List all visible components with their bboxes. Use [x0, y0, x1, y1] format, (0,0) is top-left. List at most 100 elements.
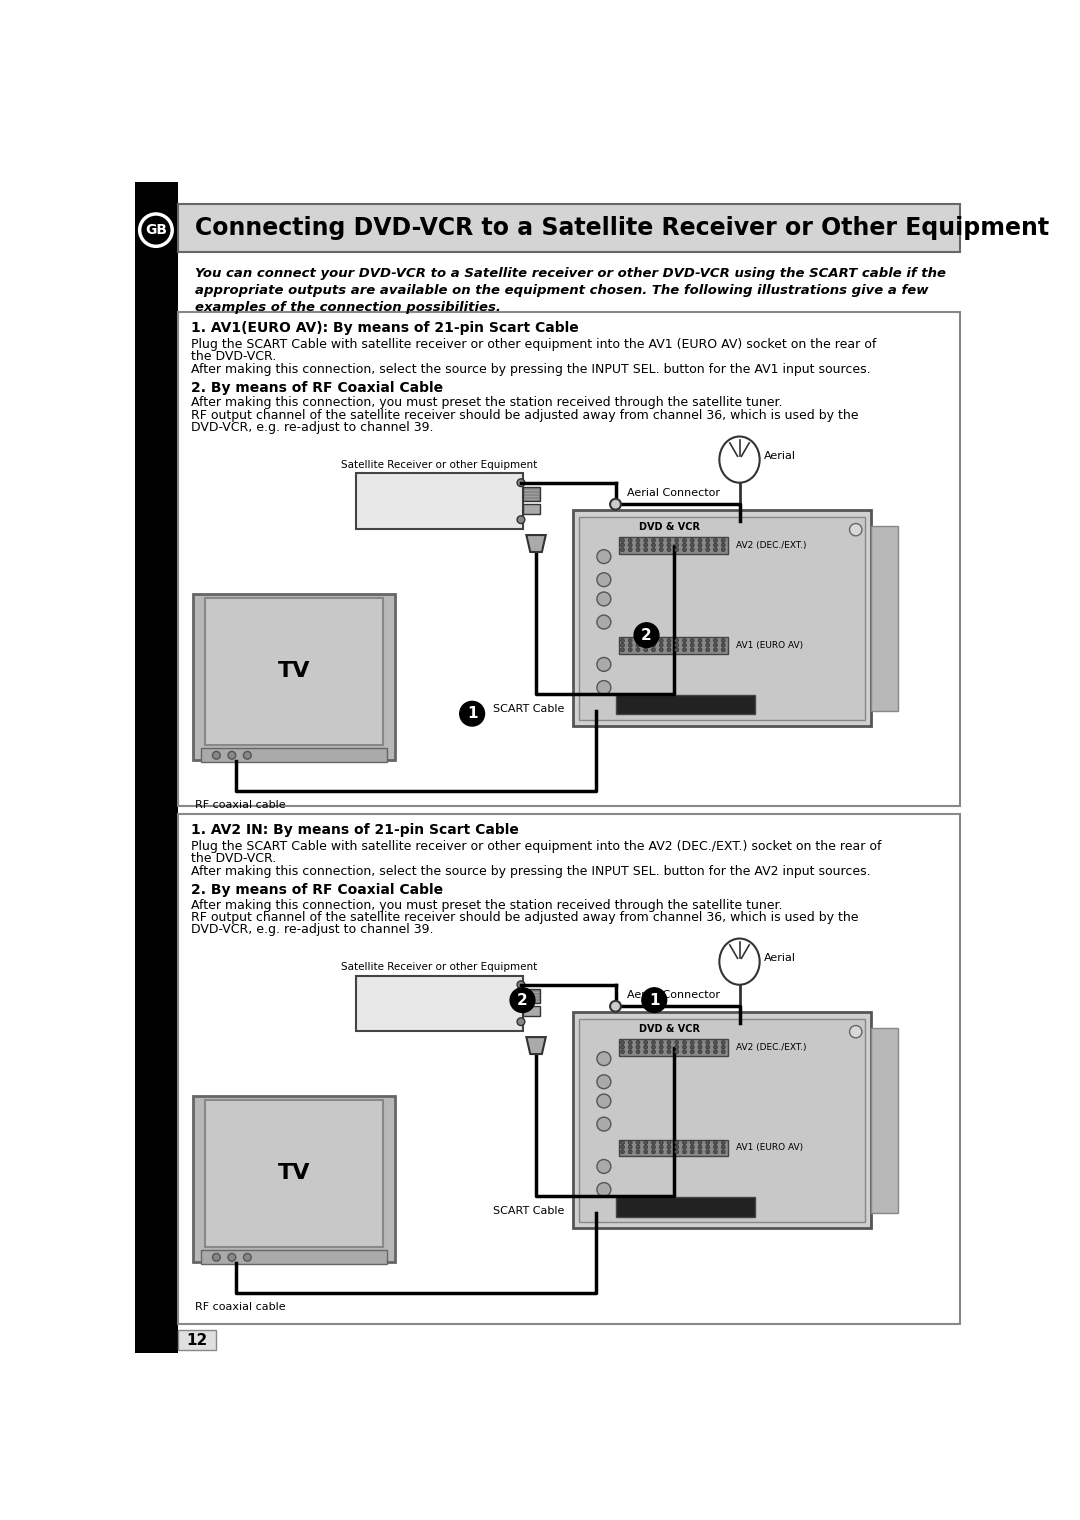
Text: 2. By means of RF Coaxial Cable: 2. By means of RF Coaxial Cable [191, 883, 443, 897]
Text: 2. By means of RF Coaxial Cable: 2. By means of RF Coaxial Cable [191, 382, 443, 395]
Bar [205, 1100, 383, 1246]
Circle shape [721, 547, 725, 552]
Text: DVD & VCR: DVD & VCR [638, 1024, 700, 1034]
Circle shape [675, 538, 678, 543]
Circle shape [597, 1183, 611, 1196]
Bar [356, 473, 523, 529]
Circle shape [721, 1151, 725, 1154]
Circle shape [644, 1046, 648, 1049]
Circle shape [636, 1140, 640, 1145]
Circle shape [690, 1046, 694, 1049]
Text: After making this connection, you must preset the station received through the s: After making this connection, you must p… [191, 898, 782, 912]
Circle shape [659, 643, 663, 648]
Circle shape [714, 1046, 717, 1049]
Circle shape [706, 1041, 710, 1044]
Bar [135, 182, 177, 1353]
Circle shape [683, 538, 687, 543]
Circle shape [706, 547, 710, 552]
Circle shape [675, 643, 678, 648]
Circle shape [651, 1151, 656, 1154]
Text: RF coaxial cable: RF coaxial cable [195, 800, 286, 810]
Circle shape [228, 1254, 235, 1262]
Circle shape [517, 515, 525, 523]
Circle shape [213, 1254, 220, 1262]
Circle shape [659, 1041, 663, 1044]
Bar [177, 813, 960, 1324]
Circle shape [714, 1050, 717, 1053]
Circle shape [597, 593, 611, 606]
Circle shape [690, 1041, 694, 1044]
Circle shape [706, 538, 710, 543]
Text: AV1 (EURO AV): AV1 (EURO AV) [735, 1143, 802, 1152]
Circle shape [621, 1151, 624, 1154]
Circle shape [690, 1145, 694, 1149]
Text: After making this connection, select the source by pressing the INPUT SEL. butto: After making this connection, select the… [191, 363, 870, 375]
Circle shape [644, 643, 648, 648]
Text: After making this connection, select the source by pressing the INPUT SEL. butto: After making this connection, select the… [191, 865, 870, 877]
Circle shape [642, 988, 666, 1012]
Circle shape [629, 643, 632, 648]
Bar [872, 526, 899, 711]
Circle shape [636, 538, 640, 543]
Text: After making this connection, you must preset the station received through the s: After making this connection, you must p… [191, 397, 782, 409]
Circle shape [706, 543, 710, 547]
Circle shape [667, 1151, 671, 1154]
Circle shape [651, 643, 656, 648]
Text: Satellite Receiver or other Equipment: Satellite Receiver or other Equipment [340, 459, 537, 470]
Circle shape [644, 547, 648, 552]
Circle shape [597, 616, 611, 629]
Circle shape [667, 648, 671, 652]
Circle shape [659, 1151, 663, 1154]
Bar [356, 976, 523, 1031]
Circle shape [644, 543, 648, 547]
Circle shape [675, 1046, 678, 1049]
Circle shape [721, 1046, 725, 1049]
Circle shape [644, 1151, 648, 1154]
Circle shape [675, 648, 678, 652]
Circle shape [721, 538, 725, 543]
Circle shape [698, 1046, 702, 1049]
Text: SCART Cable: SCART Cable [492, 704, 565, 714]
Circle shape [629, 1140, 632, 1145]
Text: the DVD-VCR.: the DVD-VCR. [191, 350, 276, 363]
Circle shape [213, 751, 220, 758]
Circle shape [636, 1145, 640, 1149]
Circle shape [243, 1254, 252, 1262]
Circle shape [690, 1151, 694, 1154]
Circle shape [651, 1050, 656, 1053]
Circle shape [698, 1050, 702, 1053]
Circle shape [714, 1140, 717, 1145]
Circle shape [651, 547, 656, 552]
Circle shape [651, 538, 656, 543]
Circle shape [714, 1041, 717, 1044]
Circle shape [629, 1046, 632, 1049]
Text: Aerial Connector: Aerial Connector [627, 488, 720, 499]
Circle shape [690, 638, 694, 643]
Circle shape [597, 681, 611, 695]
Circle shape [659, 1050, 663, 1053]
Bar [619, 538, 728, 555]
Circle shape [644, 538, 648, 543]
Circle shape [667, 547, 671, 552]
Circle shape [597, 1117, 611, 1131]
Text: 1: 1 [649, 993, 660, 1008]
Circle shape [634, 623, 659, 648]
Circle shape [636, 643, 640, 648]
Circle shape [706, 648, 710, 652]
Text: 2: 2 [642, 628, 652, 643]
Circle shape [629, 538, 632, 543]
Text: Aerial: Aerial [765, 953, 796, 962]
Circle shape [621, 547, 624, 552]
Circle shape [636, 1041, 640, 1044]
Circle shape [698, 1140, 702, 1145]
Circle shape [714, 638, 717, 643]
Circle shape [683, 1151, 687, 1154]
Circle shape [659, 1145, 663, 1149]
Circle shape [621, 538, 624, 543]
Circle shape [629, 543, 632, 547]
Circle shape [721, 1050, 725, 1053]
Circle shape [690, 1050, 694, 1053]
Bar [872, 1028, 899, 1213]
Circle shape [706, 643, 710, 648]
Text: 1: 1 [467, 707, 477, 720]
